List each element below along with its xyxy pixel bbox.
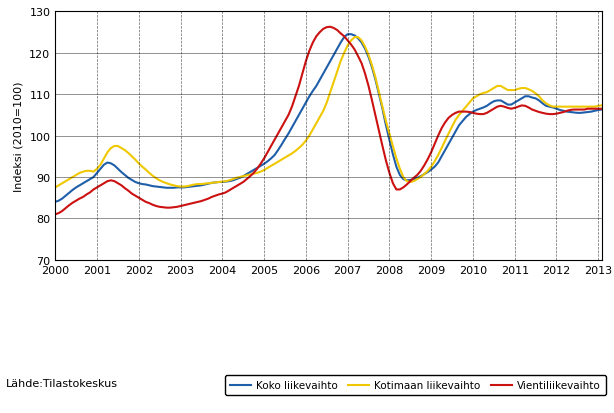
Line: Kotimaan liikevaihto: Kotimaan liikevaihto <box>55 38 605 188</box>
Text: Lähde:Tilastokeskus: Lähde:Tilastokeskus <box>6 378 118 388</box>
Y-axis label: Indeksi (2010=100): Indeksi (2010=100) <box>14 81 24 191</box>
Vientiliikevaihto <box>406 179 414 184</box>
Kotimaan liikevaihto <box>52 185 59 190</box>
Vientiliikevaihto <box>204 197 212 202</box>
Kotimaan liikevaihto <box>406 180 414 185</box>
Koko liikevaihto <box>406 178 414 183</box>
Kotimaan liikevaihto <box>351 36 359 40</box>
Koko liikevaihto <box>344 33 351 38</box>
Vientiliikevaihto <box>327 25 334 30</box>
Koko liikevaihto <box>229 178 236 183</box>
Kotimaan liikevaihto <box>271 162 278 167</box>
Koko liikevaihto <box>456 123 463 128</box>
Vientiliikevaihto <box>52 212 59 217</box>
Kotimaan liikevaihto <box>518 86 526 91</box>
Legend: Koko liikevaihto, Kotimaan liikevaihto, Vientiliikevaihto: Koko liikevaihto, Kotimaan liikevaihto, … <box>225 375 606 395</box>
Koko liikevaihto <box>271 153 278 158</box>
Kotimaan liikevaihto <box>602 104 609 109</box>
Kotimaan liikevaihto <box>229 177 236 182</box>
Koko liikevaihto <box>602 108 609 113</box>
Koko liikevaihto <box>52 200 59 205</box>
Koko liikevaihto <box>204 182 212 187</box>
Kotimaan liikevaihto <box>456 113 463 118</box>
Line: Vientiliikevaihto: Vientiliikevaihto <box>55 28 605 215</box>
Koko liikevaihto <box>518 97 526 102</box>
Line: Koko liikevaihto: Koko liikevaihto <box>55 35 605 202</box>
Vientiliikevaihto <box>602 107 609 112</box>
Vientiliikevaihto <box>518 104 526 109</box>
Kotimaan liikevaihto <box>204 181 212 186</box>
Vientiliikevaihto <box>229 186 236 191</box>
Vientiliikevaihto <box>456 110 463 115</box>
Vientiliikevaihto <box>271 138 278 143</box>
